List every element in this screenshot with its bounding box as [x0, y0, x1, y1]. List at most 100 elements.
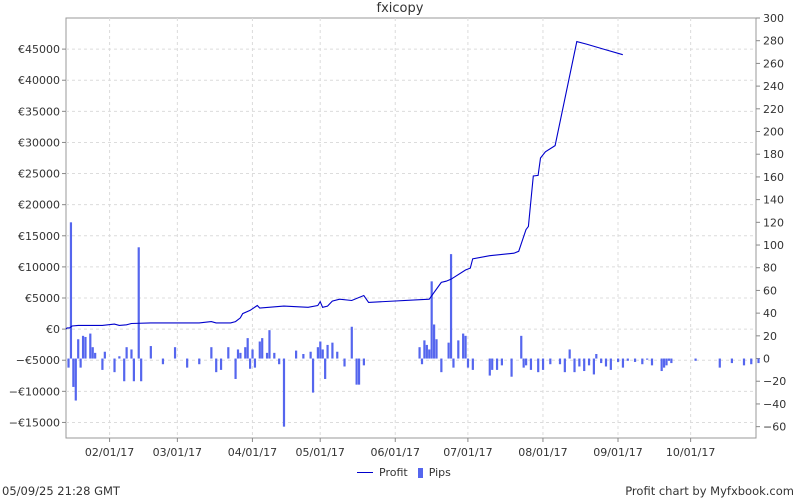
pips-bar: [326, 344, 329, 359]
pips-bar: [239, 352, 242, 359]
pips-bar: [617, 358, 620, 362]
pips-bar: [249, 358, 252, 369]
pips-bar: [89, 333, 92, 359]
pips-bar: [510, 358, 513, 377]
y-left-tick-label: €10000: [18, 261, 60, 274]
pips-bar: [471, 358, 474, 370]
pips-bar: [81, 335, 85, 359]
pips-legend-swatch: [417, 467, 423, 478]
pips-bar: [449, 254, 453, 359]
pips-bar: [529, 358, 533, 370]
pips-bar: [140, 358, 143, 382]
pips-bar: [253, 358, 257, 368]
y-right-tick-label: 120: [763, 216, 784, 229]
pips-legend-label: Pips: [428, 466, 451, 479]
y-left-tick-label: −€5000: [16, 354, 60, 367]
x-tick-label: 04/01/17: [228, 446, 277, 459]
pips-bar: [423, 340, 426, 359]
x-tick-label: 02/01/17: [85, 446, 134, 459]
plot-frame: [65, 17, 757, 439]
pips-bar: [592, 358, 595, 375]
pips-bar: [311, 358, 315, 393]
x-tick-label: 06/01/17: [371, 446, 420, 459]
y-right-tick-label: 160: [763, 171, 784, 184]
pips-bar: [324, 358, 327, 379]
y-left-tick-label: €45000: [18, 43, 60, 56]
y-left-tick-label: €35000: [18, 105, 60, 118]
pips-bar: [418, 347, 421, 359]
y-left-tick-label: €25000: [18, 168, 60, 181]
y-right-tick-label: 280: [763, 35, 784, 48]
pips-bar: [457, 340, 460, 359]
pips-bar: [219, 358, 223, 370]
pips-bar: [500, 358, 503, 366]
pips-bar: [495, 358, 499, 370]
y-left-tick-label: €5000: [25, 292, 60, 305]
y-left-tick-label: €0: [46, 323, 60, 336]
pips-bar: [600, 358, 603, 364]
pips-bar: [236, 349, 240, 359]
pips-bar: [428, 349, 431, 359]
pips-bar: [462, 333, 465, 359]
y-left-tick-label: €40000: [18, 74, 60, 87]
y-left-tick-label: −€15000: [9, 416, 60, 429]
pips-bar: [273, 352, 276, 359]
pips-bar: [113, 358, 116, 373]
pips-bar: [74, 358, 77, 401]
pips-bar: [130, 349, 133, 359]
x-tick-label: 03/01/17: [153, 446, 202, 459]
pips-bar: [295, 350, 298, 359]
pips-bar: [132, 358, 135, 382]
pips-bar: [718, 358, 721, 368]
pips-bar: [663, 358, 666, 368]
pips-bar: [79, 358, 82, 368]
pips-bar: [72, 358, 75, 387]
pips-bar: [694, 358, 697, 361]
pips-bar: [660, 358, 663, 372]
y-right-tick-label: 240: [763, 80, 784, 93]
pips-bar: [750, 358, 753, 365]
pips-bar: [633, 358, 637, 362]
pips-bar: [466, 358, 470, 368]
pips-bar: [261, 338, 264, 359]
timestamp-label: 05/09/25 21:28 GMT: [2, 484, 120, 498]
pips-bar: [420, 358, 424, 365]
pips-bar: [84, 336, 87, 359]
y-left-tick-label: €15000: [18, 230, 60, 243]
pips-bar: [316, 347, 319, 359]
pips-bar: [447, 342, 450, 359]
y-right-tick-label: 200: [763, 126, 784, 139]
pips-bar: [244, 347, 247, 359]
chart-legend: Profit Pips: [357, 466, 451, 479]
y-right-tick-label: 0: [763, 353, 770, 366]
pips-bar: [578, 358, 581, 367]
pips-bar: [595, 354, 598, 359]
pips-bar: [541, 358, 545, 370]
pips-bar: [650, 358, 654, 366]
pips-bar: [641, 358, 644, 365]
pips-bar: [94, 352, 97, 359]
x-tick-label: 09/01/17: [593, 446, 642, 459]
pips-bar: [103, 351, 106, 359]
y-right-tick-label: 180: [763, 148, 784, 161]
pips-bar: [464, 335, 467, 359]
pips-bar: [362, 358, 365, 366]
pips-bar: [246, 338, 249, 359]
pips-bar: [667, 358, 671, 361]
pips-bar: [525, 358, 528, 366]
pips-bar: [587, 358, 591, 366]
pips-bar: [161, 358, 165, 365]
pips-bar: [757, 358, 760, 364]
pips-bar: [730, 358, 733, 364]
pips-bar: [568, 349, 571, 359]
pips-bar: [440, 358, 443, 373]
pips-bar: [258, 341, 261, 359]
pips-bar: [558, 358, 562, 365]
pips-bar: [210, 347, 213, 359]
pips-bar: [520, 335, 523, 359]
pips-bar: [268, 330, 271, 359]
x-tick-label: 10/01/17: [666, 446, 715, 459]
pips-bar: [319, 341, 322, 359]
profit-line: [65, 40, 623, 330]
pips-bar: [355, 358, 358, 385]
